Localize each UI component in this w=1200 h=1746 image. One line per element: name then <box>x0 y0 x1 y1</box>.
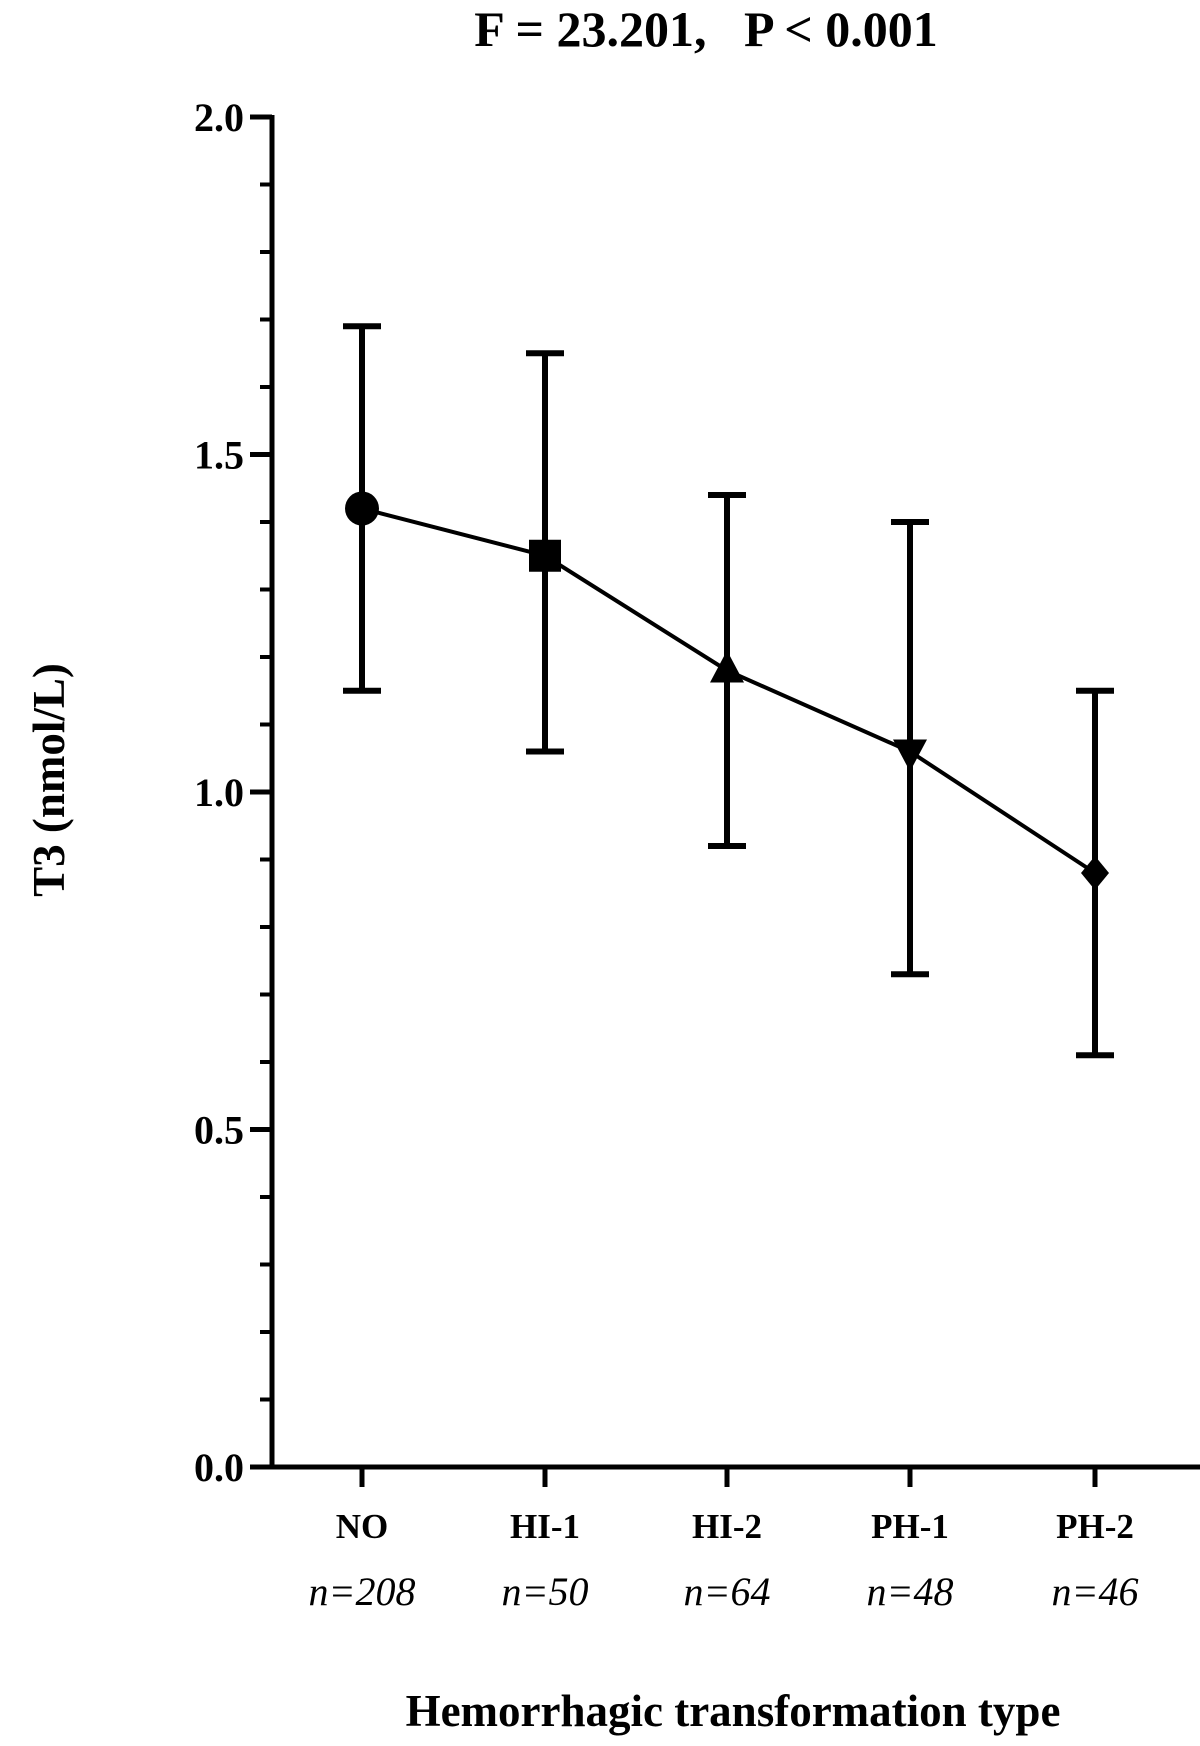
y-axis-title: T3 (nmol/L) <box>24 663 74 897</box>
y-tick-label: 1.0 <box>194 770 244 815</box>
sample-size-label: n=48 <box>867 1569 954 1614</box>
data-point <box>893 739 927 772</box>
x-tick-label: PH-1 <box>871 1507 949 1546</box>
sample-size-label: n=208 <box>309 1569 416 1614</box>
data-markers <box>345 491 1109 890</box>
y-tick-label: 1.5 <box>194 433 244 478</box>
x-axis-title: Hemorrhagic transformation type <box>406 1686 1061 1736</box>
x-tick-label: NO <box>336 1507 389 1546</box>
sample-size-label: n=46 <box>1052 1569 1139 1614</box>
sample-size-label: n=50 <box>502 1569 589 1614</box>
chart-title: F = 23.201, P < 0.001 <box>474 1 937 57</box>
data-point <box>345 491 379 526</box>
sample-size-label: n=64 <box>684 1569 771 1614</box>
x-tick-label: PH-2 <box>1056 1507 1134 1546</box>
error-bars <box>343 323 1114 1059</box>
y-tick-label: 0.0 <box>194 1445 244 1490</box>
y-tick-label: 0.5 <box>194 1108 244 1153</box>
axes: 0.0 0.5 1.0 1.5 2.0 <box>194 95 1200 1490</box>
y-tick-label: 2.0 <box>194 95 244 140</box>
data-point <box>529 539 561 572</box>
data-point <box>710 650 744 683</box>
data-point <box>1081 856 1109 890</box>
x-tick-label: HI-1 <box>510 1507 580 1546</box>
x-axis-labels: NO n=208 HI-1 n=50 HI-2 n=64 PH-1 n=48 PH-2 n=46 <box>309 1507 1139 1614</box>
x-tick-label: HI-2 <box>692 1507 762 1546</box>
